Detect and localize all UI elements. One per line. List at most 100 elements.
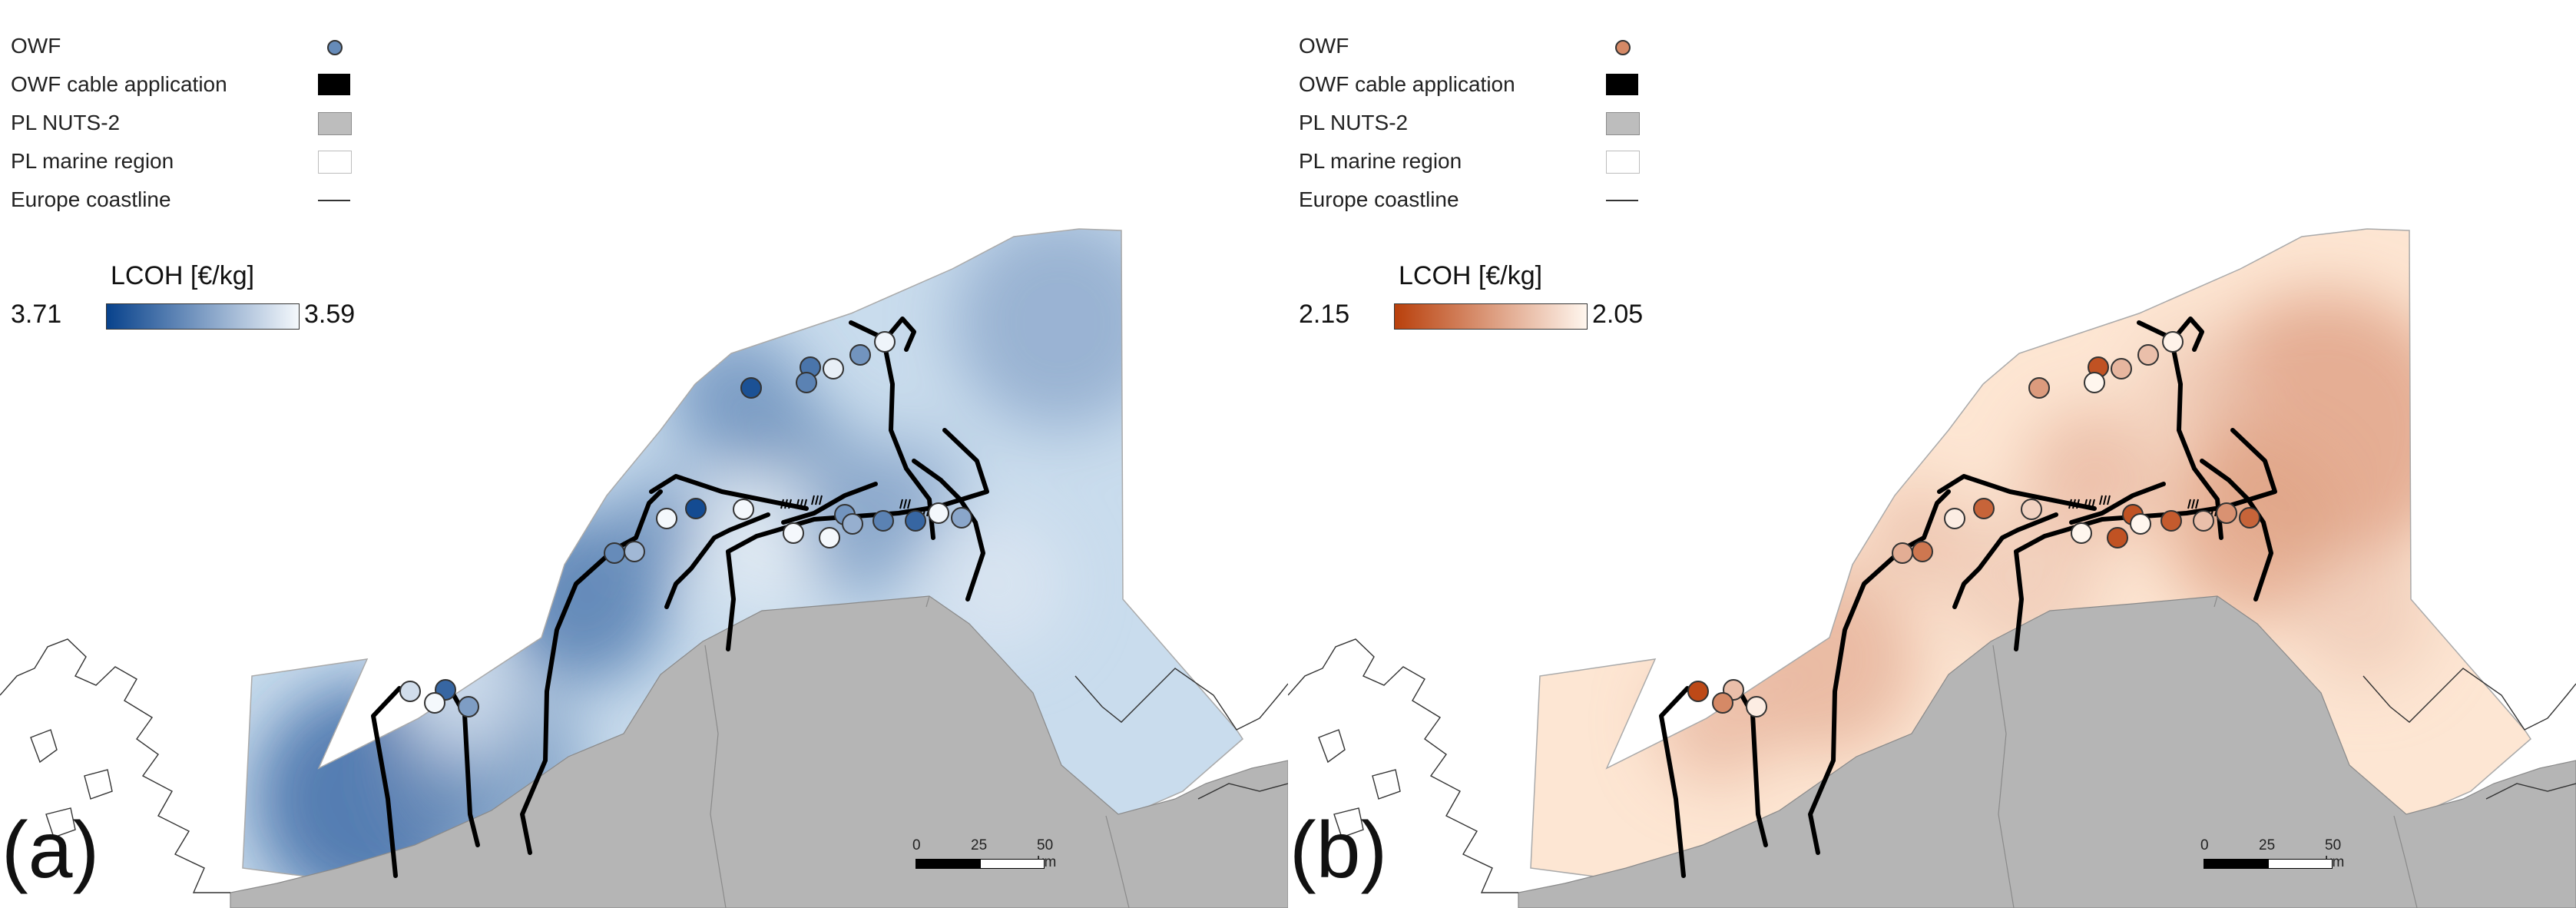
legend-row-cable: OWF cable application bbox=[1299, 69, 1660, 108]
owf-point bbox=[624, 541, 645, 562]
colorbar-a bbox=[106, 303, 300, 330]
cable-landing-mark bbox=[2076, 499, 2080, 509]
owf-point bbox=[849, 344, 871, 366]
owf-point bbox=[2107, 527, 2128, 548]
colorbar-title-a: LCOH [€/kg] bbox=[111, 261, 255, 290]
coastline-line-icon bbox=[1606, 200, 1638, 201]
owf-point bbox=[2137, 344, 2159, 366]
europe-coastline bbox=[2362, 668, 2576, 731]
cable-landing-mark bbox=[796, 499, 800, 509]
marine-swatch-icon bbox=[1606, 151, 1640, 174]
scale-tick-25: 25 bbox=[2259, 837, 2276, 853]
scale-segment-black bbox=[2204, 859, 2268, 869]
map-panel-b: OWF OWF cable application PL NUTS-2 PL m… bbox=[1288, 0, 2576, 908]
cable-landing-mark bbox=[780, 499, 784, 509]
legend-b: OWF OWF cable application PL NUTS-2 PL m… bbox=[1299, 31, 1660, 330]
owf-point bbox=[2160, 510, 2182, 532]
owf-point bbox=[685, 498, 707, 519]
legend-label-owf: OWF bbox=[1299, 34, 1349, 58]
europe-coastline bbox=[1288, 638, 1518, 893]
legend-row-nuts2: PL NUTS-2 bbox=[11, 108, 372, 146]
owf-point bbox=[740, 377, 762, 399]
legend-label-nuts2: PL NUTS-2 bbox=[11, 111, 121, 134]
owf-point bbox=[1973, 498, 1995, 519]
legend-row-nuts2: PL NUTS-2 bbox=[1299, 108, 1660, 146]
legend-label-cable: OWF cable application bbox=[11, 72, 227, 96]
owf-point bbox=[928, 502, 949, 524]
owf-cable bbox=[649, 474, 809, 511]
owf-point-icon bbox=[1615, 40, 1631, 55]
cable-swatch-icon bbox=[318, 74, 350, 95]
owf-cable bbox=[2169, 316, 2204, 352]
europe-coastline bbox=[1318, 729, 1401, 838]
cable-landing-mark bbox=[2107, 495, 2111, 505]
owf-point bbox=[604, 542, 625, 564]
map-canvas-b bbox=[1288, 228, 2576, 908]
owf-point-icon bbox=[327, 40, 343, 55]
cable-landing-mark bbox=[800, 499, 803, 509]
cable-landing-mark bbox=[2099, 495, 2103, 505]
owf-point bbox=[905, 510, 926, 532]
owf-point bbox=[1687, 681, 1709, 702]
nuts2-boundary bbox=[2393, 815, 2418, 908]
owf-point bbox=[872, 510, 894, 532]
cable-landing-mark bbox=[784, 499, 788, 509]
cable-landing-mark bbox=[2068, 499, 2072, 509]
scale-tick-0: 0 bbox=[912, 837, 921, 853]
scale-tick-0: 0 bbox=[2200, 837, 2209, 853]
cable-landing-mark bbox=[2088, 499, 2091, 509]
colorbar-max-a: 3.59 bbox=[304, 300, 356, 329]
legend-label-marine: PL marine region bbox=[1299, 149, 1462, 173]
colorbar-title-b: LCOH [€/kg] bbox=[1399, 261, 1543, 290]
cable-landing-mark bbox=[2084, 499, 2088, 509]
owf-point bbox=[2111, 358, 2132, 379]
owf-cable bbox=[1659, 686, 1690, 878]
owf-cable bbox=[371, 686, 402, 878]
europe-coastline bbox=[1197, 783, 1288, 800]
owf-point bbox=[823, 358, 844, 379]
europe-coastline bbox=[1074, 668, 1288, 731]
owf-cable bbox=[781, 482, 878, 525]
owf-cable bbox=[664, 512, 770, 609]
legend-label-cable: OWF cable application bbox=[1299, 72, 1515, 96]
owf-point bbox=[2021, 499, 2042, 520]
scale-segment-black bbox=[916, 859, 980, 869]
map-panel-a: OWF OWF cable application PL NUTS-2 PL m… bbox=[0, 34, 1288, 908]
nuts2-boundary bbox=[1992, 645, 2015, 908]
legend-row-marine: PL marine region bbox=[11, 146, 372, 184]
owf-point bbox=[2028, 377, 2050, 399]
owf-point bbox=[874, 331, 896, 353]
scale-bar-b: 0 25 50 km bbox=[2200, 837, 2349, 870]
owf-cable bbox=[449, 689, 480, 847]
owf-point bbox=[2162, 331, 2184, 353]
legend-label-owf: OWF bbox=[11, 34, 61, 58]
cable-landing-mark bbox=[803, 499, 807, 509]
cable-landing-mark bbox=[907, 499, 911, 509]
owf-point bbox=[424, 692, 445, 714]
panel-label-b: (b) bbox=[1290, 806, 1388, 895]
legend-row-marine: PL marine region bbox=[1299, 146, 1660, 184]
cable-landing-mark bbox=[2187, 499, 2191, 509]
marine-swatch-icon bbox=[318, 151, 352, 174]
cable-landing-mark bbox=[2072, 499, 2076, 509]
owf-point bbox=[2193, 510, 2214, 532]
owf-point bbox=[399, 681, 421, 702]
europe-coastline bbox=[2485, 783, 2576, 800]
scale-bar-a: 0 25 50 km bbox=[912, 837, 1061, 870]
owf-point bbox=[1912, 541, 1933, 562]
legend-row-coastline: Europe coastline bbox=[11, 184, 372, 223]
europe-coastline bbox=[30, 729, 113, 838]
owf-cable bbox=[881, 316, 916, 352]
owf-point bbox=[819, 527, 840, 548]
owf-point bbox=[1712, 692, 1733, 714]
cable-landing-mark bbox=[2195, 499, 2199, 509]
colorbar-b bbox=[1394, 303, 1588, 330]
owf-point bbox=[842, 513, 863, 535]
legend-row-coastline: Europe coastline bbox=[1299, 184, 1660, 223]
nuts2-boundary bbox=[704, 645, 727, 908]
colorbar-max-b: 2.05 bbox=[1592, 300, 1644, 329]
owf-point bbox=[796, 372, 817, 393]
owf-cable bbox=[1952, 512, 2058, 609]
owf-cable bbox=[1737, 689, 1768, 847]
coastline-line-icon bbox=[318, 200, 350, 201]
